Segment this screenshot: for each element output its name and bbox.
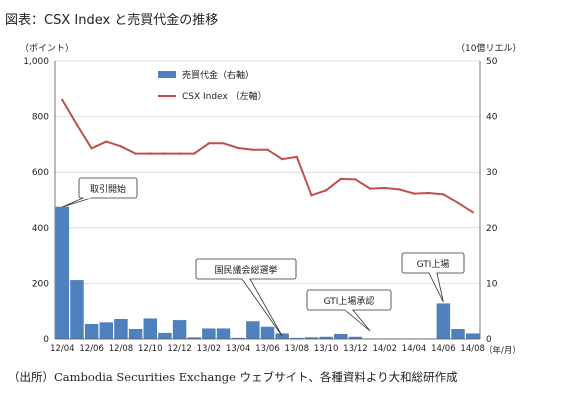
csx-index-point — [427, 191, 430, 195]
csx-index-point — [324, 189, 328, 192]
bar — [334, 333, 348, 339]
csx-index-point — [368, 187, 372, 190]
bar — [128, 328, 143, 339]
bar — [465, 333, 480, 339]
csx-index-point — [207, 142, 211, 145]
x-tick-label: 14/02 — [372, 344, 397, 354]
x-tick-label: 12/10 — [138, 344, 163, 354]
bar — [348, 336, 363, 339]
bar — [143, 318, 157, 339]
bar — [70, 280, 84, 339]
legend-bar-label: 売買代金（右軸） — [182, 69, 254, 81]
x-tick-label: 12/08 — [109, 344, 134, 354]
csx-index-point — [280, 157, 284, 161]
annotation-pointer — [428, 272, 444, 303]
csx-index-point — [456, 201, 460, 204]
x-tick-label: 13/06 — [255, 344, 280, 354]
x-tick-label: 14/06 — [431, 344, 456, 354]
x-tick-label: 14/04 — [402, 344, 427, 354]
bar — [304, 337, 319, 339]
bar — [275, 333, 289, 339]
annotation-box — [78, 177, 138, 199]
left-tick-label: 200 — [32, 279, 49, 289]
bar — [172, 320, 187, 339]
bar — [216, 328, 231, 339]
legend-line-label: CSX Index （左軸） — [182, 90, 267, 102]
x-tick-label: 14/08 — [460, 344, 485, 354]
csx-index-point — [354, 178, 357, 181]
bar — [187, 337, 201, 339]
csx-index-point — [295, 155, 299, 159]
bar — [55, 206, 70, 339]
csx-index-point — [442, 193, 445, 196]
csx-index-point — [75, 123, 79, 127]
bar — [260, 326, 275, 339]
bar — [114, 318, 128, 339]
x-tick-label: 12/12 — [167, 344, 192, 354]
csx-index-point — [119, 145, 123, 148]
csx-index-point — [266, 148, 269, 151]
left-axis-unit: （ポイント） — [20, 44, 75, 54]
annotation-label: 国民議会総選挙 — [214, 264, 277, 276]
csx-index-point — [236, 146, 240, 150]
x-tick-label: 13/04 — [226, 344, 251, 354]
left-tick-label: 1,000 — [23, 57, 49, 67]
bar — [231, 337, 245, 339]
source-note: （出所）Cambodia Securities Exchange ウェブサイト、… — [8, 370, 458, 384]
x-tick-label: 12/06 — [79, 344, 104, 354]
legend-bar-swatch — [158, 71, 176, 78]
bar — [319, 336, 333, 339]
right-tick-label: 50 — [486, 57, 498, 67]
left-tick-label: 400 — [32, 224, 49, 234]
csx-index-point — [310, 194, 313, 197]
bar — [158, 332, 172, 339]
left-tick-label: 800 — [32, 113, 49, 123]
csx-index-point — [178, 152, 181, 155]
right-tick-label: 20 — [486, 224, 498, 234]
bar — [99, 322, 114, 339]
csx-index-point — [193, 152, 196, 155]
annotation-label: GTI上場承認 — [324, 295, 375, 307]
csx-index-point — [163, 152, 167, 155]
right-tick-label: 10 — [486, 279, 498, 289]
right-tick-label: 40 — [486, 113, 498, 123]
bar — [290, 337, 304, 339]
chart-title: 図表：CSX Index と売買代金の推移 — [5, 13, 219, 28]
x-tick-label: 13/08 — [285, 344, 310, 354]
csx-index-point — [339, 177, 342, 181]
csx-index-point — [383, 186, 386, 190]
annotation-pointer — [343, 309, 371, 332]
annotation-label: GTI上場 — [417, 258, 450, 270]
csx-index-point — [471, 211, 474, 214]
left-tick-label: 0 — [43, 335, 49, 345]
right-axis-unit: （10億リエル） — [456, 44, 522, 54]
bar — [84, 323, 99, 339]
x-tick-label: 13/12 — [343, 344, 368, 354]
annotation-label: 取引開始 — [90, 183, 126, 195]
annotation-pointer — [62, 197, 92, 208]
bar — [451, 328, 465, 339]
csx-index-point — [412, 192, 416, 195]
x-tick-label: 12/04 — [50, 344, 75, 354]
x-tick-label: 13/10 — [314, 344, 339, 354]
left-tick-label: 600 — [32, 168, 49, 178]
bar — [436, 303, 451, 339]
csx-index-point — [222, 142, 225, 145]
x-tick-label: 13/02 — [197, 344, 222, 354]
csx-index-point — [398, 188, 401, 191]
csx-index-point — [149, 152, 152, 155]
x-axis-unit: （年/月） — [484, 345, 521, 356]
csx-index-point — [90, 147, 93, 150]
right-tick-label: 0 — [486, 335, 492, 345]
bar — [202, 328, 216, 339]
csx-index-point — [134, 152, 137, 155]
bar — [246, 321, 260, 339]
csx-index-point — [105, 140, 108, 143]
csx-index-point — [251, 148, 255, 151]
csx-index-point — [61, 98, 64, 102]
right-tick-label: 30 — [486, 168, 498, 178]
